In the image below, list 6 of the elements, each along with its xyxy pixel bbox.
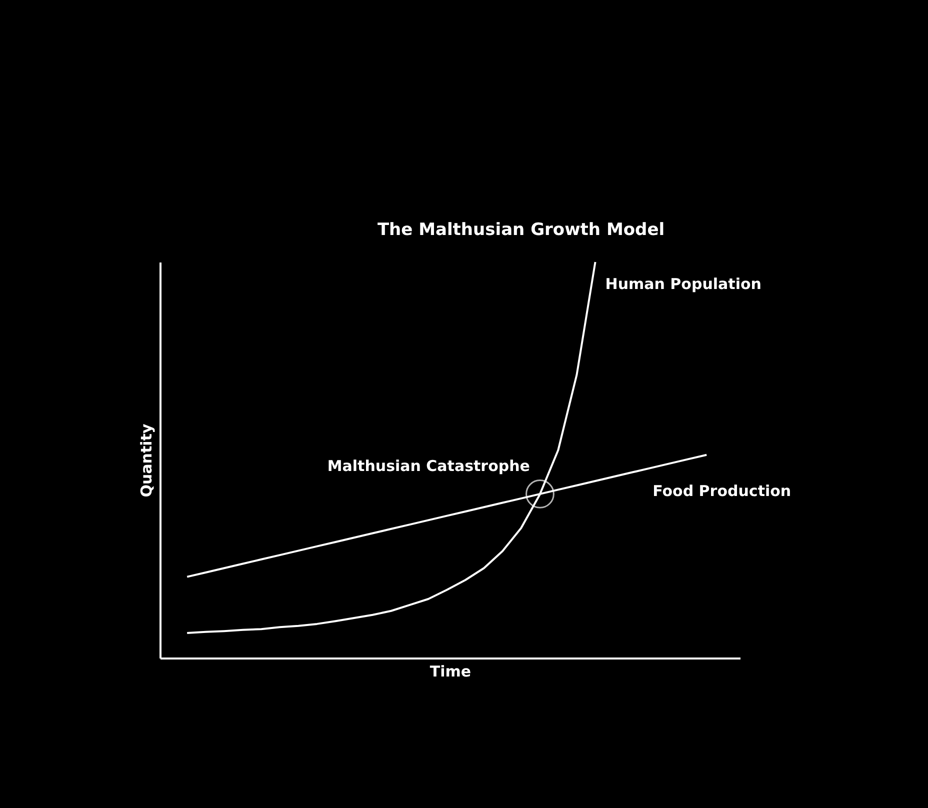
chart-title: The Malthusian Growth Model [377,220,665,240]
y-axis-title: Quantity [138,424,156,498]
series-label: Food Production [652,482,792,500]
series-label: Human Population [605,275,762,293]
annotation: Malthusian Catastrophe [327,456,530,475]
x-axis-title: Time [430,662,472,680]
